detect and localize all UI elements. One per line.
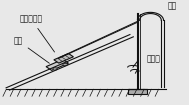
Text: 打点计时器: 打点计时器 [19,14,55,52]
Circle shape [53,68,57,70]
Polygon shape [46,59,68,70]
Circle shape [63,63,67,66]
Polygon shape [54,54,74,63]
Text: 小车: 小车 [14,37,49,63]
Text: 接电源: 接电源 [147,55,161,64]
Text: 纸带: 纸带 [167,1,177,10]
Bar [128,89,147,94]
